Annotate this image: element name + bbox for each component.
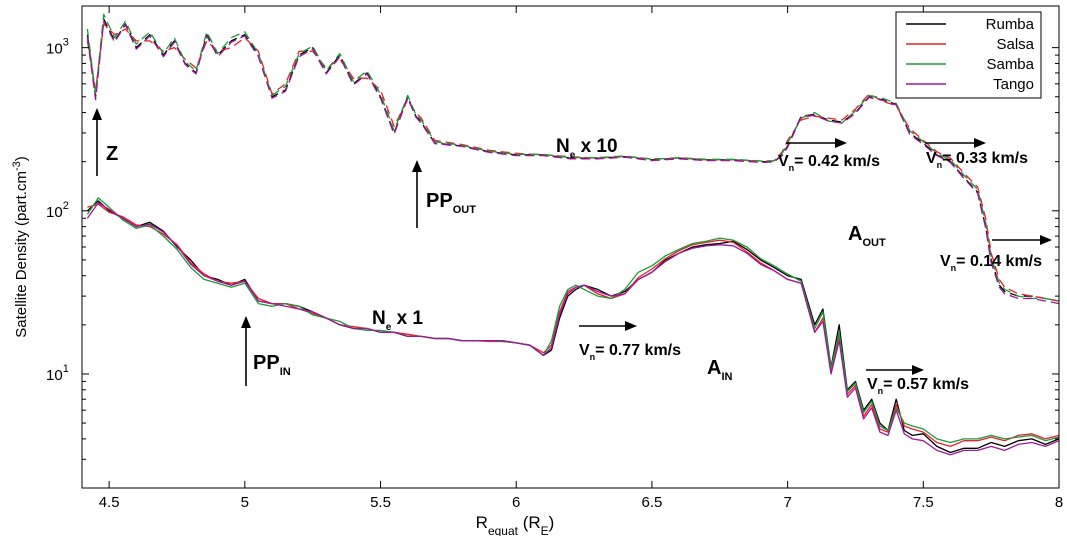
- series-line-salsa-ne10: [86, 23, 1060, 302]
- annotation-vn-033: Vn= 0.33 km/s: [926, 150, 1028, 170]
- vn-057-arrow: [866, 365, 924, 375]
- annotation-vn-014: Vn= 0.14 km/s: [940, 253, 1042, 273]
- legend-items: Rumba Salsa Samba Tango: [906, 16, 1035, 93]
- series-line-samba-ne1: [86, 197, 1060, 444]
- legend-label-rumba: Rumba: [986, 16, 1035, 33]
- y-axis-label: Satellite Density (part.cm-3): [11, 156, 30, 338]
- annotation-pp-in: PPIN: [253, 352, 291, 378]
- pp-out-arrow: [412, 160, 422, 228]
- x-tick-label: 7: [783, 494, 791, 511]
- vn-042-arrow: [786, 138, 847, 148]
- vn-033-arrow: [925, 138, 986, 148]
- annotation-a-in: AIN: [707, 357, 733, 383]
- series-line-tango-ne1: [86, 202, 1060, 456]
- x-tick-label: 5.5: [370, 494, 391, 511]
- legend: Rumba Salsa Samba Tango: [895, 11, 1042, 99]
- annotation-ne1: Ne x 1: [372, 308, 423, 333]
- annotation-a-out: AOUT: [848, 223, 886, 249]
- annotation-ne10: Ne x 10: [556, 136, 618, 161]
- x-tick-label: 7.5: [913, 494, 934, 511]
- x-tick-label: 5: [241, 494, 249, 511]
- pp-in-arrow: [241, 316, 251, 386]
- legend-label-samba: Samba: [986, 56, 1034, 73]
- legend-label-tango: Tango: [993, 76, 1034, 93]
- y-tick-label: 102: [46, 200, 69, 221]
- annotation-layer: Z PPOUT Ne x 10 Vn= 0.42 km/s Vn= 0.33 km/s A…: [92, 108, 1052, 396]
- x-tick-label: 6.5: [641, 494, 662, 511]
- annotation-z: Z: [106, 143, 118, 165]
- z-arrow: [92, 108, 102, 176]
- series-layer: [86, 13, 1060, 456]
- annotation-vn-057: Vn= 0.57 km/s: [867, 376, 969, 396]
- vn-014-arrow: [992, 235, 1052, 245]
- annotation-vn-077: Vn= 0.77 km/s: [579, 342, 681, 362]
- y-tick-label: 103: [46, 37, 69, 58]
- series-line-salsa-ne1: [87, 203, 1060, 448]
- x-tick-label: 4.5: [99, 494, 120, 511]
- series-line-tango-ne10: [86, 20, 1060, 305]
- y-tick-label: 101: [46, 363, 69, 384]
- x-axis-label: Requat (RE): [476, 513, 555, 536]
- x-tick-label: 8: [1055, 494, 1063, 511]
- legend-label-salsa: Salsa: [996, 36, 1034, 53]
- ticks-layer: 4.5 5 5.5 6 6.5 7 7.5 8 101 102 103: [46, 6, 1063, 511]
- x-tick-label: 6: [512, 494, 520, 511]
- annotation-pp-out: PPOUT: [426, 190, 476, 216]
- vn-077-arrow: [579, 321, 637, 331]
- series-line-rumba-ne1: [86, 200, 1060, 454]
- annotation-vn-042: Vn= 0.42 km/s: [778, 153, 880, 173]
